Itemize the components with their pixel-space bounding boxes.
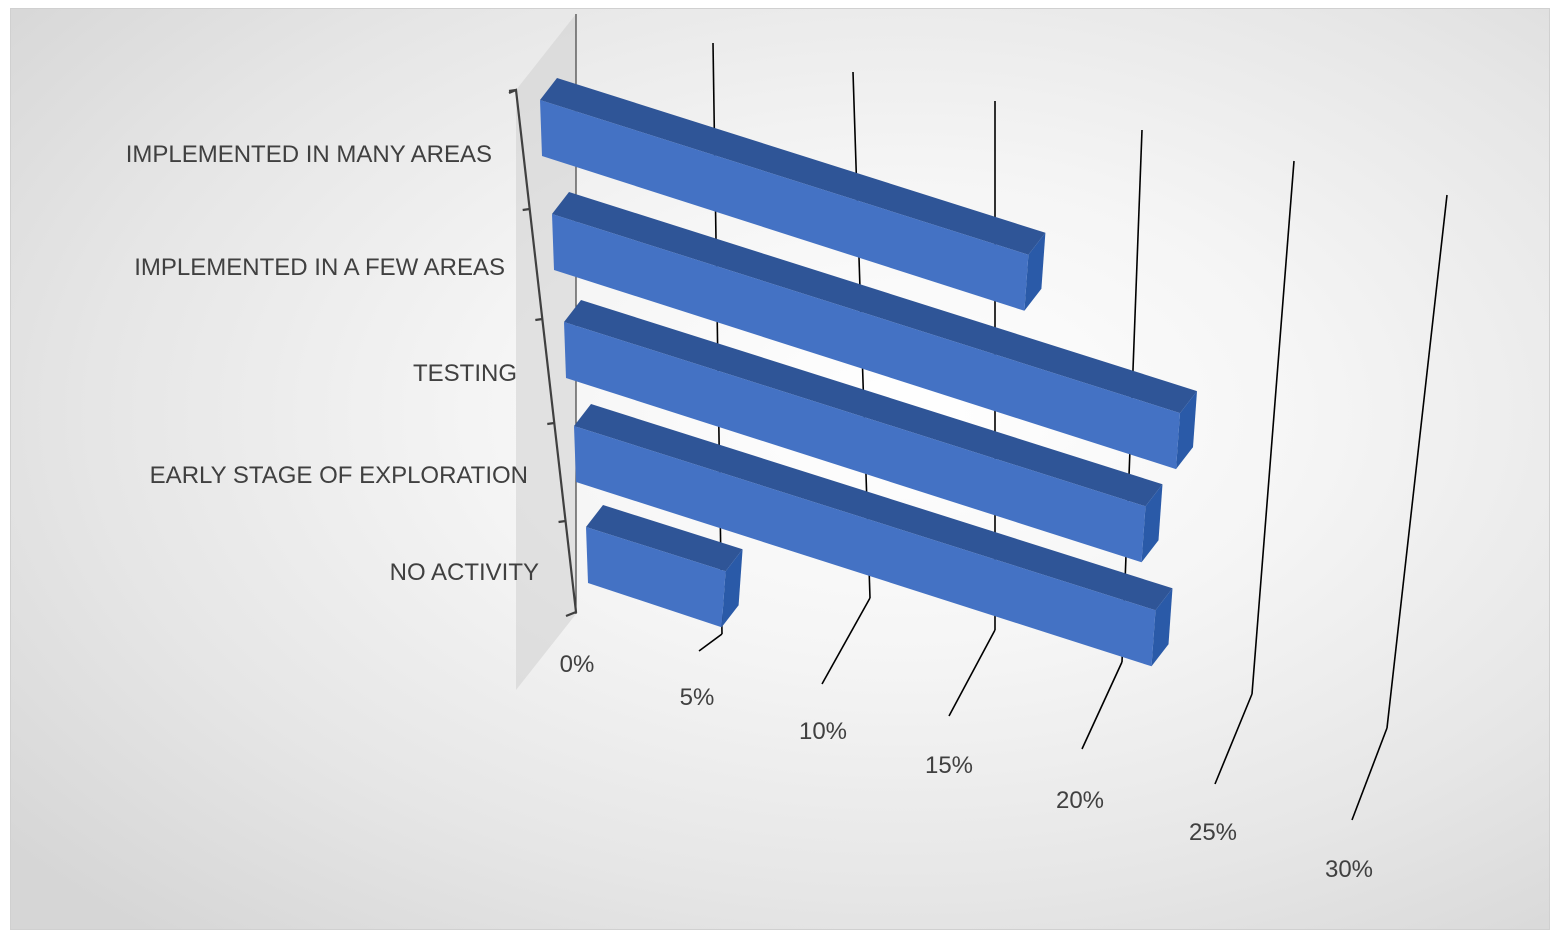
x-tick-label: 5% — [680, 684, 715, 711]
bar — [540, 78, 1046, 311]
floor-gridline — [698, 633, 723, 652]
bar-top-face — [540, 78, 1046, 255]
category-axis-tick — [547, 421, 555, 426]
category-axis-tick — [558, 519, 566, 524]
x-tick-label: 20% — [1056, 787, 1104, 814]
category-axis-tick — [522, 207, 530, 212]
bar — [586, 505, 743, 628]
bars — [540, 78, 1197, 667]
x-tick-label: 0% — [560, 651, 595, 678]
category-label: EARLY STAGE OF EXPLORATION — [150, 462, 528, 489]
bar-front-face — [574, 426, 1156, 667]
gridline — [1251, 160, 1295, 695]
bar-top-face — [564, 300, 1163, 507]
bar-top-face — [586, 505, 743, 572]
bar-front-face — [586, 527, 726, 628]
category-label: IMPLEMENTED IN MANY AREAS — [126, 141, 492, 168]
category-label: IMPLEMENTED IN A FEW AREAS — [134, 254, 505, 281]
bar — [564, 300, 1163, 563]
x-tick-label: 15% — [925, 752, 973, 779]
bar-end-face — [721, 549, 743, 628]
value-tick-labels: 0% 5% 10% 15% 20% 25% 30% — [560, 651, 1373, 883]
bar — [574, 404, 1173, 667]
floor-gridline — [1351, 727, 1388, 821]
bar-front-face — [564, 322, 1146, 563]
floor-gridline — [1214, 693, 1253, 785]
category-axis-tick — [508, 88, 517, 93]
category-label: NO ACTIVITY — [390, 559, 539, 586]
x-tick-label: 25% — [1189, 819, 1237, 846]
floor-gridline — [948, 629, 996, 717]
x-tick-label: 30% — [1325, 856, 1373, 883]
category-axis-tick — [535, 317, 543, 322]
category-label: TESTING — [413, 360, 517, 387]
bar-end-face — [1176, 391, 1197, 470]
bar-end-face — [1024, 232, 1046, 311]
floor-gridline — [821, 597, 871, 685]
bar-top-face — [574, 404, 1173, 611]
bar-end-face — [1151, 588, 1173, 667]
bar-front-face — [540, 100, 1029, 311]
category-labels: IMPLEMENTED IN MANY AREAS IMPLEMENTED IN … — [126, 141, 539, 586]
bar — [552, 192, 1197, 470]
bar-end-face — [1141, 484, 1163, 563]
floor-gridline — [1081, 661, 1123, 750]
gridline — [1386, 194, 1448, 729]
x-tick-label: 10% — [799, 718, 847, 745]
bar-front-face — [552, 214, 1180, 470]
bar-top-face — [552, 192, 1197, 414]
